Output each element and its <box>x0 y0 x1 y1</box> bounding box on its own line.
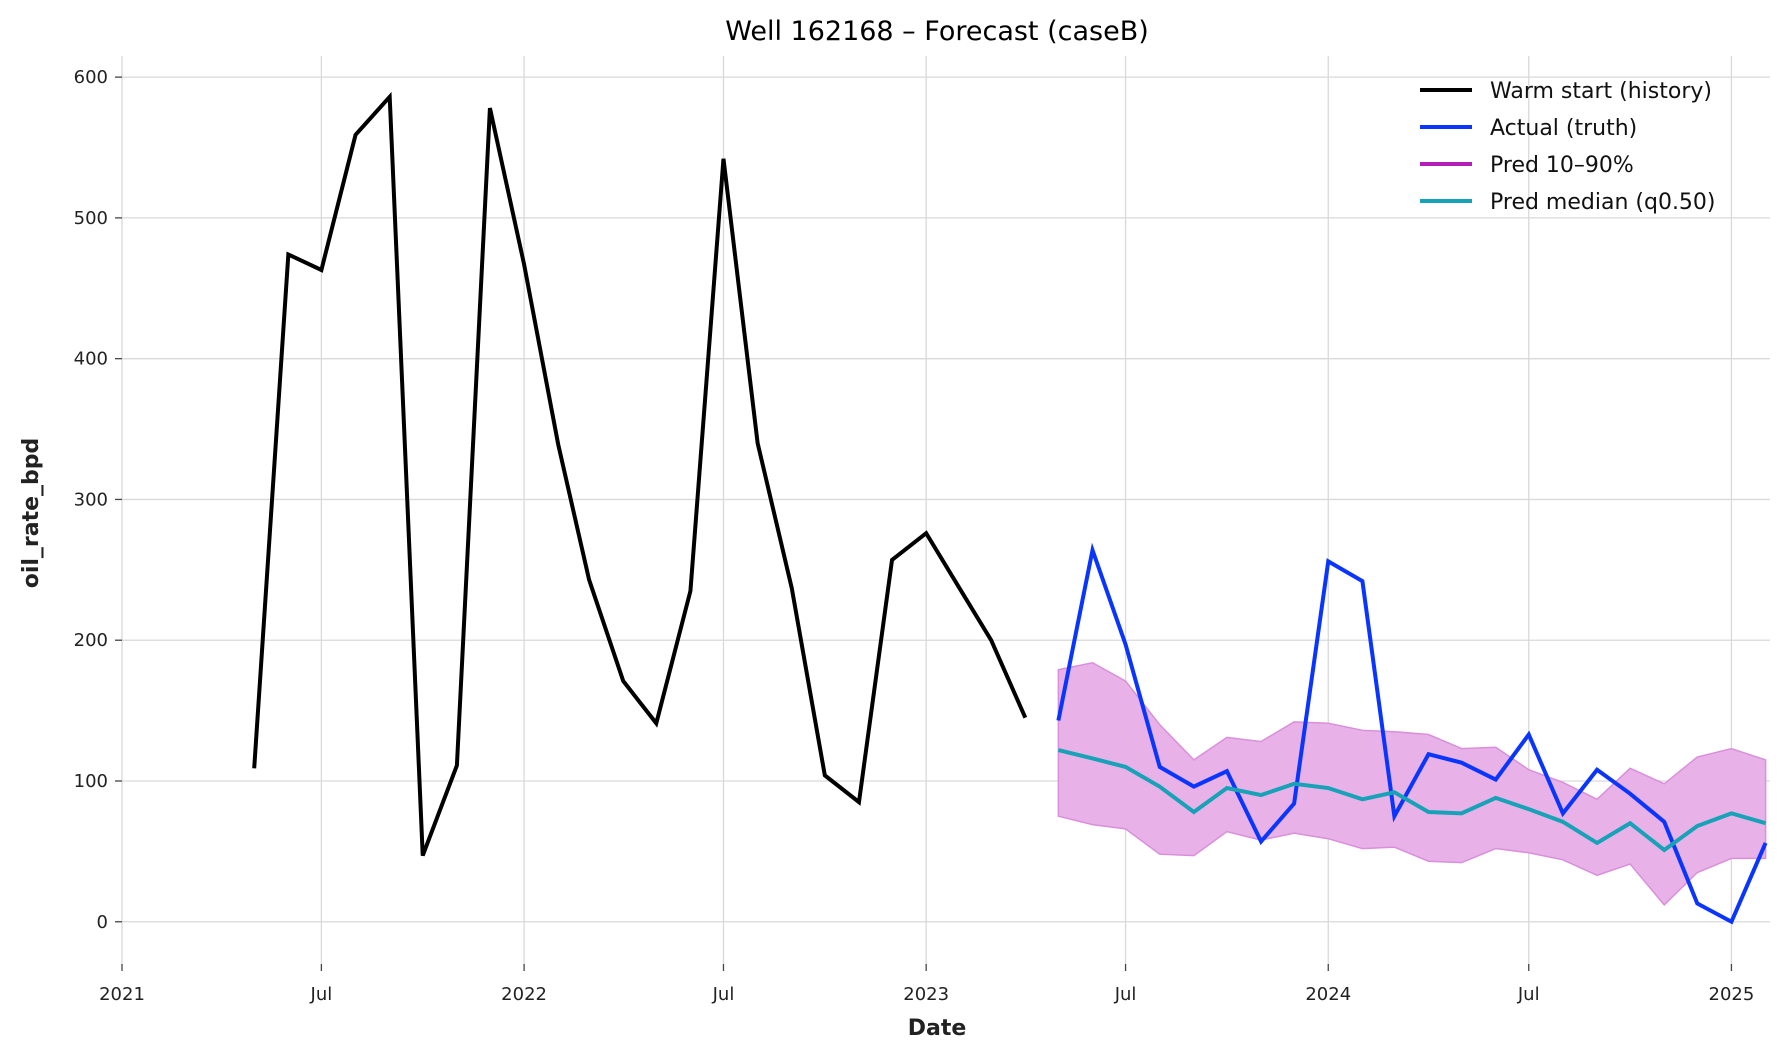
x-tick-label: Jul <box>310 984 333 1005</box>
series-line-pred-median-q0-50 <box>1057 748 1767 853</box>
x-tick-label: 2025 <box>1709 984 1755 1005</box>
legend-entry: Actual (truth) <box>1490 116 1637 141</box>
y-axis-label: oil_rate_bpd <box>19 438 44 589</box>
legend: Warm start (history) Actual (truth) Pred 1… <box>1420 79 1716 215</box>
legend-entry: Pred 10–90% <box>1490 153 1634 178</box>
x-tick-label: 2021 <box>99 984 145 1005</box>
chart-title: Well 162168 – Forecast (caseB) <box>725 16 1149 47</box>
x-tick-label: Jul <box>1114 984 1137 1005</box>
y-tick-label: 600 <box>74 67 108 88</box>
y-tick-label: 200 <box>74 630 108 651</box>
y-tick-label: 100 <box>74 771 108 792</box>
tick-labels: 2021 Jul 2022 Jul 2023 Jul 2024 Jul 2025 0 100 200 3… <box>74 67 1755 1005</box>
x-axis-label: Date <box>908 1016 967 1041</box>
series-line-warm-start-history <box>252 91 1028 857</box>
series-layer <box>252 91 1768 925</box>
y-tick-label: 500 <box>74 208 108 229</box>
x-tick-label: 2022 <box>501 984 547 1005</box>
x-tick-label: Jul <box>712 984 735 1005</box>
legend-entry: Pred median (q0.50) <box>1490 190 1716 215</box>
y-tick-label: 0 <box>97 912 108 933</box>
x-tick-label: Jul <box>1517 984 1540 1005</box>
x-tick-label: 2023 <box>903 984 949 1005</box>
y-tick-label: 300 <box>74 489 108 510</box>
legend-entry: Warm start (history) <box>1490 79 1712 104</box>
series-line-actual-truth <box>1056 542 1768 925</box>
y-tick-label: 400 <box>74 349 108 370</box>
x-tick-label: 2024 <box>1305 984 1351 1005</box>
